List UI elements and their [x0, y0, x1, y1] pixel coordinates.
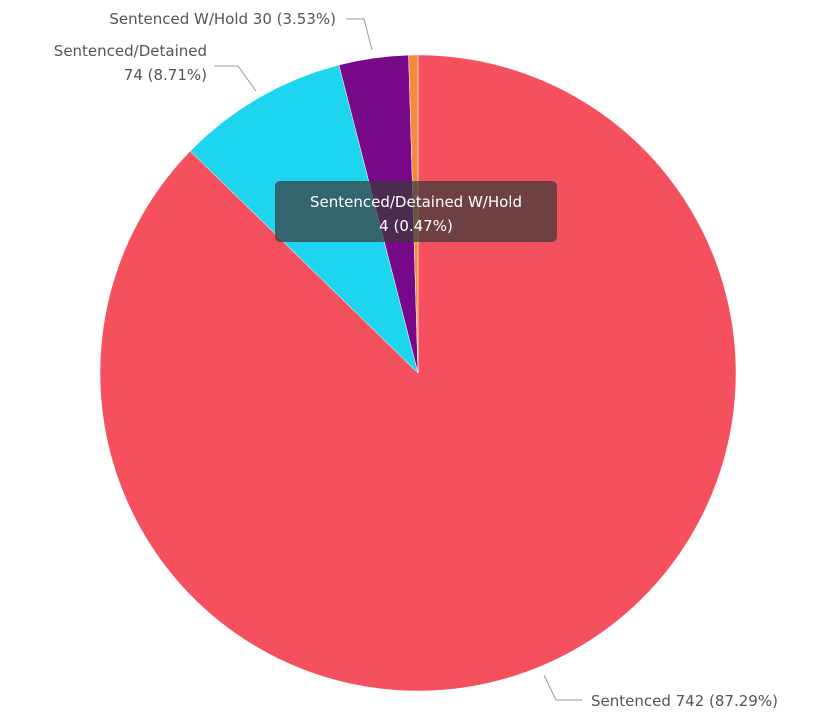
- leader-line-sentenced: [543, 674, 582, 701]
- leader-line-sentenced-w-hold: [346, 18, 373, 51]
- slice-label-sentenced-detained-value: 74 (8.71%): [124, 66, 207, 84]
- slice-label-sentenced: Sentenced 742 (87.29%): [591, 692, 778, 710]
- slice-label-sentenced-w-hold: Sentenced W/Hold 30 (3.53%): [109, 10, 336, 28]
- tooltip-background: [275, 181, 557, 242]
- pie-slices: [99, 54, 737, 692]
- tooltip-value: 4 (0.47%): [379, 217, 453, 235]
- slice-label-sentenced-detained: Sentenced/Detained: [54, 42, 207, 60]
- tooltip: Sentenced/Detained W/Hold 4 (0.47%): [275, 181, 557, 242]
- leader-line-sentenced-detained: [214, 65, 257, 92]
- tooltip-title: Sentenced/Detained W/Hold: [310, 193, 522, 211]
